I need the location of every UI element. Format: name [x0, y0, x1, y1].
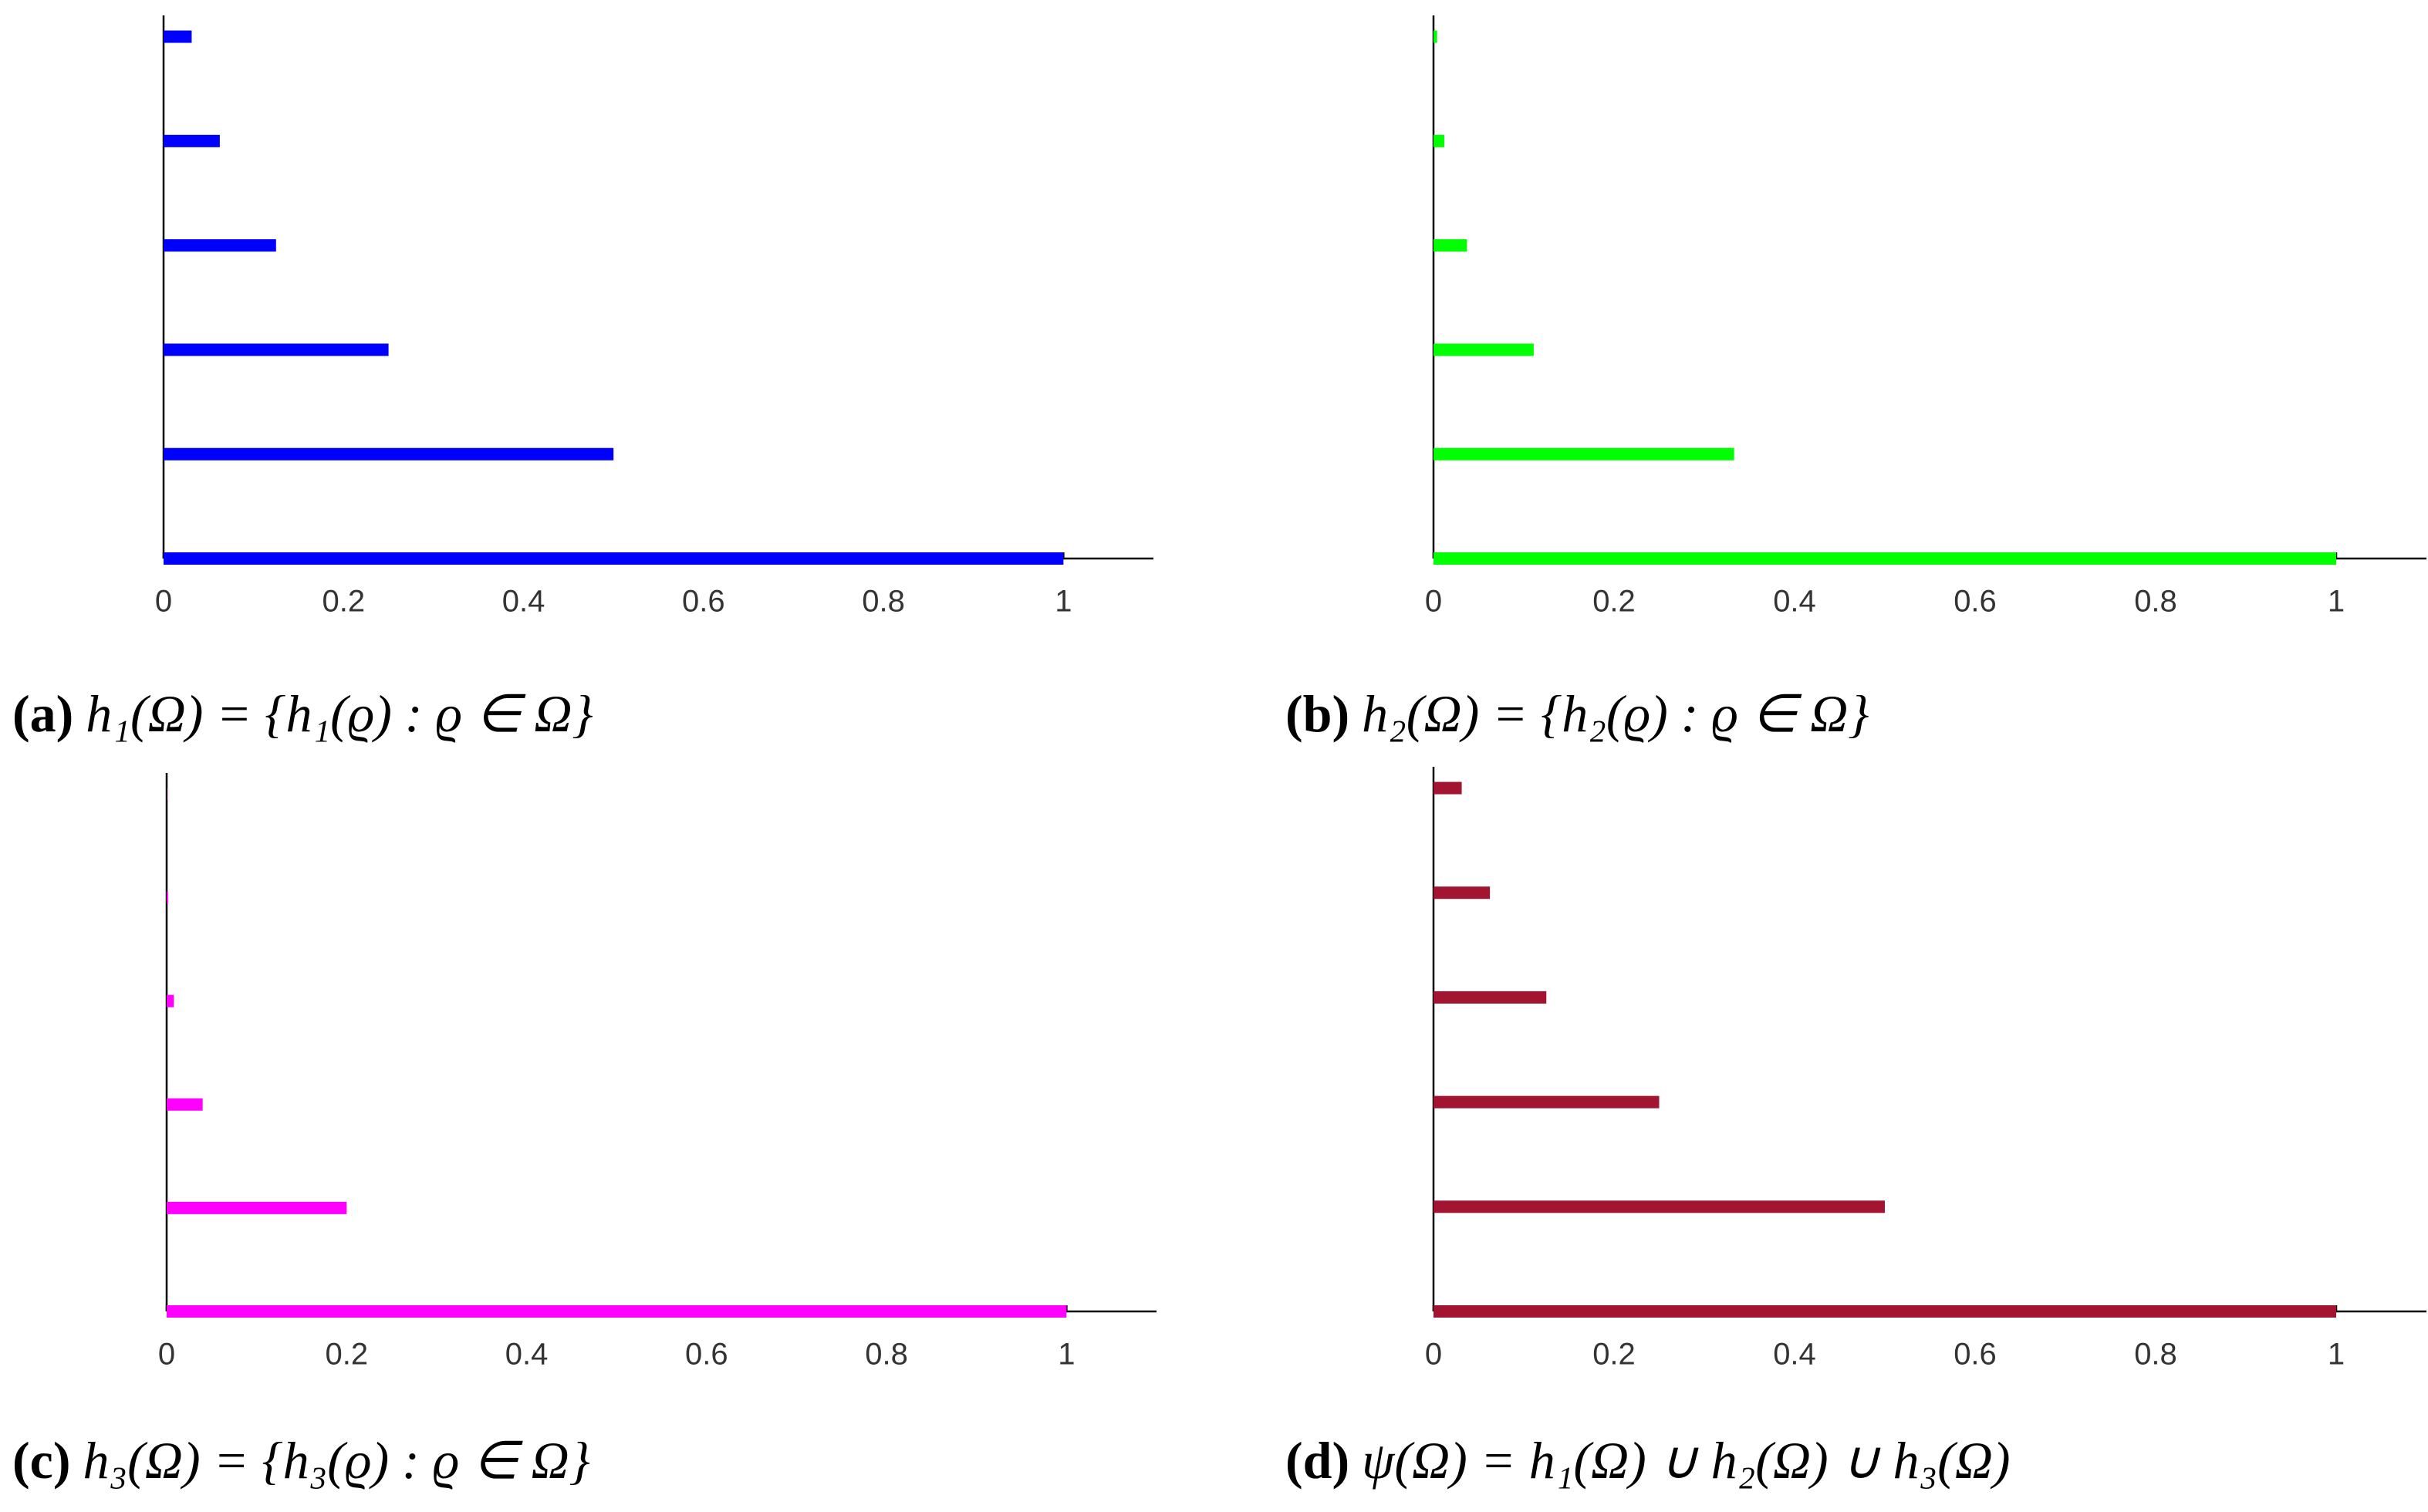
bar [1433, 1095, 1660, 1109]
caption: (b) h₂(Ω) = {h₂(ϱ) : ϱ ∈ Ω} [1285, 684, 1869, 743]
caption-text: h₁(Ω) = {h₁(ϱ) : ϱ ∈ Ω} [86, 684, 593, 743]
x-tick-label: 0.2 [325, 1338, 368, 1372]
x-tick-label: 0.2 [1592, 1338, 1636, 1372]
bar [1433, 343, 1534, 356]
bar [1433, 781, 1462, 795]
bar [1433, 886, 1491, 899]
x-tick-label: 1 [2328, 1338, 2345, 1372]
x-tick-label: 0.2 [1592, 585, 1636, 619]
x-tick-label: 0 [158, 1338, 175, 1372]
bar [167, 1201, 347, 1214]
bar [1433, 239, 1467, 252]
x-tick-label: 0.6 [1954, 1338, 1997, 1372]
x-tick-label: 0.4 [1773, 1338, 1816, 1372]
bar [164, 30, 192, 43]
x-tick-label: 0.8 [865, 1338, 908, 1372]
caption-text: h₂(Ω) = {h₂(ϱ) : ϱ ∈ Ω} [1362, 684, 1869, 743]
caption-text: h₃(Ω) = {h₃(ϱ) : ϱ ∈ Ω} [83, 1431, 589, 1490]
bar [164, 134, 220, 147]
x-tick-label: 1 [1055, 585, 1072, 619]
bar [1433, 134, 1445, 147]
caption: (c) h₃(Ω) = {h₃(ϱ) : ϱ ∈ Ω} [12, 1431, 590, 1490]
bar [1433, 991, 1547, 1004]
caption-label: (b) [1285, 684, 1349, 743]
x-tick-label: 0.6 [682, 585, 725, 619]
x-tick-label: 0 [1425, 585, 1442, 619]
bar [167, 1305, 1067, 1318]
bar [1433, 1305, 2336, 1318]
caption-label: (a) [12, 684, 73, 743]
x-tick-label: 1 [1058, 1338, 1075, 1372]
bar [1433, 30, 1437, 43]
x-tick-label: 0 [155, 585, 172, 619]
bar [164, 343, 389, 356]
x-tick-label: 0.8 [862, 585, 905, 619]
x-tick-label: 1 [2328, 585, 2345, 619]
bar [167, 1098, 203, 1111]
x-tick-label: 0.8 [2134, 1338, 2177, 1372]
bar [1433, 552, 2336, 565]
caption-label: (d) [1285, 1431, 1349, 1490]
bar [1433, 447, 1734, 461]
caption: (d) ψ(Ω) = h₁(Ω) ∪ h₂(Ω) ∪ h₃(Ω) [1285, 1431, 2011, 1490]
x-tick-label: 0.4 [505, 1338, 549, 1372]
x-tick-label: 0.4 [502, 585, 545, 619]
caption: (a) h₁(Ω) = {h₁(ϱ) : ϱ ∈ Ω} [12, 684, 593, 743]
x-tick-label: 0.6 [685, 1338, 728, 1372]
bar [164, 552, 1064, 565]
bar [167, 891, 168, 904]
bar [164, 447, 614, 461]
x-tick-label: 0.2 [322, 585, 365, 619]
x-tick-label: 0.4 [1773, 585, 1816, 619]
x-tick-label: 0.8 [2134, 585, 2177, 619]
x-tick-label: 0 [1425, 1338, 1442, 1372]
caption-text: ψ(Ω) = h₁(Ω) ∪ h₂(Ω) ∪ h₃(Ω) [1362, 1431, 2010, 1490]
bar [167, 994, 174, 1007]
x-tick-label: 0.6 [1954, 585, 1997, 619]
caption-label: (c) [12, 1431, 70, 1490]
bar [1433, 1200, 1885, 1213]
bar [164, 239, 276, 252]
